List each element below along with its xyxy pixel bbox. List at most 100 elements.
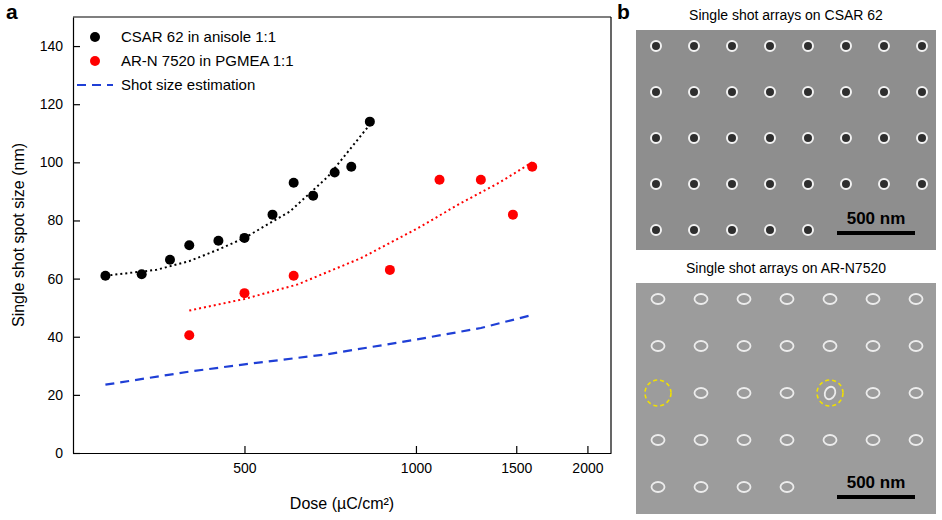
x-axis: 500 1000 1500 2000 [74, 446, 612, 476]
exposed-dot [781, 341, 794, 351]
data-point [239, 233, 249, 243]
exposed-dot [824, 341, 837, 351]
fit-line [189, 162, 532, 310]
y-tick-mark [73, 220, 80, 221]
exposed-dot [781, 482, 794, 492]
data-point [184, 330, 194, 340]
y-tick-mark [73, 46, 80, 47]
y-tick-mark [73, 279, 80, 280]
data-point [308, 191, 318, 201]
exposed-dot [651, 225, 661, 235]
exposed-dot [652, 294, 665, 304]
micrograph-background [636, 283, 936, 514]
scale-bar-line [837, 495, 915, 499]
legend-swatch [90, 56, 100, 66]
data-point [137, 269, 147, 279]
x-tick-label: 2000 [572, 460, 603, 476]
data-point [289, 271, 299, 281]
exposed-dot [689, 133, 699, 143]
data-point [476, 175, 486, 185]
exposed-dot [727, 225, 737, 235]
data-point [100, 271, 110, 281]
data-point [508, 210, 518, 220]
exposed-dot [917, 133, 927, 143]
exposed-dot [738, 388, 751, 398]
exposed-dot [651, 87, 661, 97]
exposed-dot [841, 133, 851, 143]
series-line [105, 315, 532, 385]
data-point [346, 162, 356, 172]
defect-marker [645, 380, 671, 406]
plot-frame [610, 17, 611, 453]
fit-line [105, 125, 369, 276]
exposed-dot [652, 435, 665, 445]
exposed-dot [917, 41, 927, 51]
exposed-dot [765, 133, 775, 143]
legend-swatch [90, 32, 100, 42]
dot-array [651, 41, 927, 235]
data-point [365, 117, 375, 127]
x-tick: 1000 [401, 446, 432, 476]
exposed-dot [651, 179, 661, 189]
exposed-dot [781, 388, 794, 398]
exposed-dot [695, 341, 708, 351]
exposed-dot [651, 133, 661, 143]
exposed-dot [695, 435, 708, 445]
exposed-dot [867, 294, 880, 304]
y-tick-mark [73, 162, 80, 163]
exposed-dot [867, 388, 880, 398]
exposed-dot [910, 388, 923, 398]
legend-swatch [77, 84, 113, 86]
y-tick: 120 [40, 96, 80, 112]
exposed-dot [765, 179, 775, 189]
exposed-dot [738, 482, 751, 492]
exposed-dot [689, 179, 699, 189]
exposed-dot [765, 41, 775, 51]
exposed-dot [738, 294, 751, 304]
micrograph-title: Single shot arrays on CSAR 62 [689, 7, 883, 23]
data-point [239, 288, 249, 298]
micrograph: 500 nm [636, 30, 936, 250]
legend-label: AR-N 7520 in PGMEA 1:1 [121, 52, 294, 69]
data-point [213, 236, 223, 246]
x-tick: 1500 [501, 446, 532, 476]
x-tick: 500 [233, 446, 257, 476]
exposed-dot [824, 294, 837, 304]
dot-array [652, 294, 923, 492]
exposed-dot [652, 482, 665, 492]
exposed-dot [867, 435, 880, 445]
y-tick-label: 20 [47, 387, 63, 403]
exposed-dot [803, 87, 813, 97]
scale-bar-label: 500 nm [847, 473, 906, 492]
exposed-dot [689, 87, 699, 97]
x-tick-label: 500 [233, 460, 257, 476]
y-axis-line [73, 18, 74, 454]
y-tick: 40 [47, 329, 80, 345]
plot-marks [100, 117, 537, 385]
exposed-dot [765, 87, 775, 97]
exposed-dot [803, 133, 813, 143]
exposed-dot [689, 41, 699, 51]
panel-label: a [6, 0, 18, 23]
x-tick-mark [516, 446, 517, 453]
exposed-dot [781, 435, 794, 445]
y-tick-label: 60 [47, 271, 63, 287]
exposed-dot [823, 385, 838, 401]
y-tick: 60 [47, 271, 80, 287]
x-tick: 2000 [572, 446, 603, 476]
data-point [268, 210, 278, 220]
y-tick-mark [73, 337, 80, 338]
data-point [435, 175, 445, 185]
y-tick: 20 [47, 387, 80, 403]
y-tick-mark [73, 104, 80, 105]
legend: CSAR 62 in anisole 1:1AR-N 7520 in PGMEA… [77, 28, 294, 93]
micrograph-title: Single shot arrays on AR-N7520 [686, 260, 886, 276]
exposed-dot [689, 225, 699, 235]
micrograph: 500 nm [636, 283, 936, 514]
scale-bar-line [837, 231, 915, 235]
exposed-dot [910, 341, 923, 351]
y-tick-label: 120 [40, 96, 64, 112]
y-axis: 020406080100120140 [40, 18, 80, 461]
data-point [184, 240, 194, 250]
x-tick-label: 1000 [401, 460, 432, 476]
